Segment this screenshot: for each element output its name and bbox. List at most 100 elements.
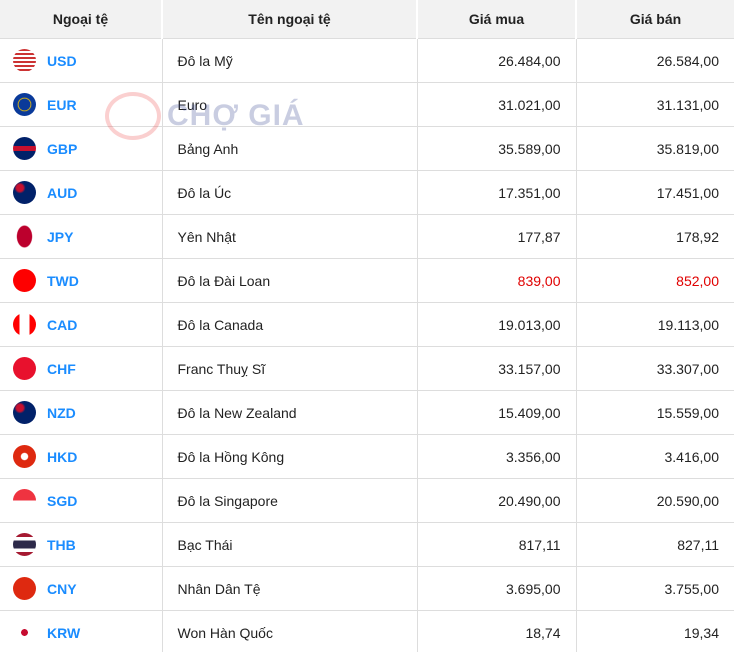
- table-row: AUD Đô la Úc 17.351,00 17.451,00: [0, 170, 734, 215]
- currency-cell: EUR: [0, 82, 163, 127]
- sell-price: 33.307,00: [576, 346, 734, 391]
- currency-name: Bạc Thái: [162, 522, 418, 567]
- currency-code-link[interactable]: NZD: [47, 404, 76, 421]
- currency-cell: USD: [0, 38, 163, 83]
- currency-name: Euro: [162, 82, 418, 127]
- currency-cell: CHF: [0, 346, 163, 391]
- currency-cell: HKD: [0, 434, 163, 479]
- currency-code-link[interactable]: CNY: [47, 580, 77, 597]
- th-flag-icon: [13, 533, 36, 556]
- sell-price: 19.113,00: [576, 302, 734, 347]
- header-sell-price[interactable]: Giá bán: [576, 0, 734, 39]
- sell-price: 17.451,00: [576, 170, 734, 215]
- table-row: TWD Đô la Đài Loan 839,00 852,00: [0, 258, 734, 303]
- buy-price: 3.356,00: [417, 434, 577, 479]
- currency-code-link[interactable]: THB: [47, 536, 76, 553]
- currency-name: Đô la Canada: [162, 302, 418, 347]
- currency-cell: TWD: [0, 258, 163, 303]
- buy-price: 3.695,00: [417, 566, 577, 611]
- sell-price: 15.559,00: [576, 390, 734, 435]
- buy-price: 177,87: [417, 214, 577, 259]
- currency-name: Đô la Úc: [162, 170, 418, 215]
- buy-price: 18,74: [417, 610, 577, 652]
- sell-price: 26.584,00: [576, 38, 734, 83]
- us-flag-icon: [13, 49, 36, 72]
- currency-cell: KRW: [0, 610, 163, 652]
- currency-name: Đô la Đài Loan: [162, 258, 418, 303]
- table-row: GBP Bảng Anh 35.589,00 35.819,00: [0, 126, 734, 171]
- table-row: NZD Đô la New Zealand 15.409,00 15.559,0…: [0, 390, 734, 435]
- currency-code-link[interactable]: SGD: [47, 492, 78, 509]
- table-row: KRW Won Hàn Quốc 18,74 19,34: [0, 610, 734, 652]
- uk-flag-icon: [13, 137, 36, 160]
- sell-price: 20.590,00: [576, 478, 734, 523]
- buy-price: 33.157,00: [417, 346, 577, 391]
- currency-cell: JPY: [0, 214, 163, 259]
- currency-cell: SGD: [0, 478, 163, 523]
- sell-price: 3.416,00: [576, 434, 734, 479]
- header-currency[interactable]: Ngoại tệ: [0, 0, 163, 39]
- currency-cell: CNY: [0, 566, 163, 611]
- currency-name: Bảng Anh: [162, 126, 418, 171]
- au-flag-icon: [13, 181, 36, 204]
- currency-cell: THB: [0, 522, 163, 567]
- currency-code-link[interactable]: KRW: [47, 624, 81, 641]
- currency-code-link[interactable]: TWD: [47, 272, 79, 289]
- currency-cell: CAD: [0, 302, 163, 347]
- ch-flag-icon: [13, 357, 36, 380]
- currency-name: Đô la Hồng Kông: [162, 434, 418, 479]
- currency-name: Won Hàn Quốc: [162, 610, 418, 652]
- currency-name: Yên Nhật: [162, 214, 418, 259]
- sell-price: 852,00: [576, 258, 734, 303]
- currency-cell: AUD: [0, 170, 163, 215]
- buy-price: 35.589,00: [417, 126, 577, 171]
- buy-price: 15.409,00: [417, 390, 577, 435]
- sell-price: 3.755,00: [576, 566, 734, 611]
- sell-price: 178,92: [576, 214, 734, 259]
- table-row: CNY Nhân Dân Tệ 3.695,00 3.755,00: [0, 566, 734, 611]
- cn-flag-icon: [13, 577, 36, 600]
- table-row: SGD Đô la Singapore 20.490,00 20.590,00: [0, 478, 734, 523]
- ca-flag-icon: [13, 313, 36, 336]
- currency-code-link[interactable]: CHF: [47, 360, 76, 377]
- currency-cell: NZD: [0, 390, 163, 435]
- currency-cell: GBP: [0, 126, 163, 171]
- currency-code-link[interactable]: AUD: [47, 184, 78, 201]
- currency-code-link[interactable]: EUR: [47, 96, 77, 113]
- currency-code-link[interactable]: GBP: [47, 140, 78, 157]
- buy-price: 839,00: [417, 258, 577, 303]
- table-row: EUR Euro 31.021,00 31.131,00: [0, 82, 734, 127]
- sell-price: 19,34: [576, 610, 734, 652]
- header-buy-price[interactable]: Giá mua: [417, 0, 577, 39]
- nz-flag-icon: [13, 401, 36, 424]
- jp-flag-icon: [13, 225, 36, 248]
- table-row: CHF Franc Thuỵ Sĩ 33.157,00 33.307,00: [0, 346, 734, 391]
- buy-price: 19.013,00: [417, 302, 577, 347]
- table-row: JPY Yên Nhật 177,87 178,92: [0, 214, 734, 259]
- sell-price: 827,11: [576, 522, 734, 567]
- currency-name: Franc Thuỵ Sĩ: [162, 346, 418, 391]
- sell-price: 35.819,00: [576, 126, 734, 171]
- buy-price: 20.490,00: [417, 478, 577, 523]
- currency-code-link[interactable]: CAD: [47, 316, 78, 333]
- buy-price: 31.021,00: [417, 82, 577, 127]
- currency-code-link[interactable]: HKD: [47, 448, 78, 465]
- buy-price: 26.484,00: [417, 38, 577, 83]
- eu-flag-icon: [13, 93, 36, 116]
- currency-code-link[interactable]: USD: [47, 52, 77, 69]
- sell-price: 31.131,00: [576, 82, 734, 127]
- table-row: HKD Đô la Hồng Kông 3.356,00 3.416,00: [0, 434, 734, 479]
- currency-code-link[interactable]: JPY: [47, 228, 74, 245]
- kr-flag-icon: [13, 621, 36, 644]
- tw-flag-icon: [13, 269, 36, 292]
- buy-price: 817,11: [417, 522, 577, 567]
- sg-flag-icon: [13, 489, 36, 512]
- currency-name: Đô la Mỹ: [162, 38, 418, 83]
- currency-name: Nhân Dân Tệ: [162, 566, 418, 611]
- header-currency-name[interactable]: Tên ngoại tệ: [162, 0, 418, 39]
- currency-name: Đô la Singapore: [162, 478, 418, 523]
- table-row: CAD Đô la Canada 19.013,00 19.113,00: [0, 302, 734, 347]
- table-header: Ngoại tệ Tên ngoại tệ Giá mua Giá bán: [0, 0, 734, 39]
